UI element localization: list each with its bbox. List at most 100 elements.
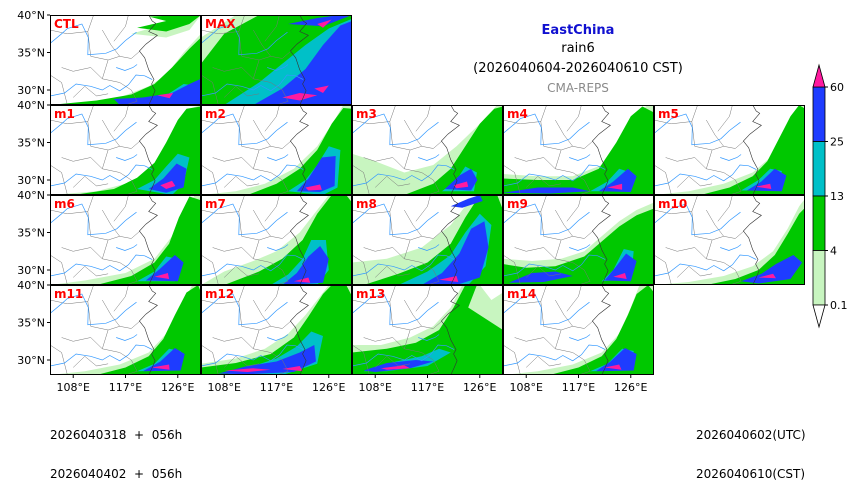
province-border: [352, 105, 396, 125]
map-panel: m1: [50, 105, 201, 195]
river: [352, 164, 455, 187]
province-border: [375, 175, 411, 188]
province-border: [566, 285, 582, 312]
lon-tick-label: 126°E: [614, 381, 647, 394]
river: [201, 164, 304, 187]
province-border: [404, 209, 422, 237]
colorbar-segment: [812, 141, 826, 197]
panel-frame: [201, 285, 352, 375]
province-border: [113, 195, 129, 222]
province-border: [253, 29, 271, 57]
river: [503, 254, 606, 277]
panel-frame: [352, 285, 503, 375]
init-utc-line: 2026040318 + 056h: [50, 429, 182, 442]
province-border: [572, 230, 594, 239]
map-panel: m11: [50, 285, 201, 375]
province-border: [102, 29, 120, 57]
rain-area-magenta: [381, 365, 411, 370]
province-border: [415, 195, 431, 222]
coastline: [139, 15, 158, 105]
province-border: [404, 299, 422, 327]
province-border: [403, 329, 434, 361]
river: [569, 244, 591, 251]
province-border: [554, 239, 585, 271]
province-border: [224, 85, 260, 98]
river: [352, 344, 455, 367]
panel-map-layers: [201, 285, 352, 375]
panel-frame: [654, 195, 805, 285]
lat-tick-label: 40°N: [17, 189, 45, 202]
panel-map-layers: [352, 105, 503, 195]
province-border: [691, 211, 724, 241]
province-border: [61, 337, 103, 349]
coastline: [290, 15, 309, 105]
province-border: [403, 149, 434, 181]
province-border: [503, 254, 521, 285]
river: [720, 154, 742, 161]
panel-label: m6: [54, 197, 75, 211]
lat-tick-label: 35°N: [17, 47, 45, 60]
rain-area-blue: [508, 271, 573, 283]
province-border: [717, 105, 733, 132]
panel-label: m2: [205, 107, 226, 121]
province-border: [705, 149, 736, 181]
province-border: [389, 211, 422, 241]
rain-area-blue: [253, 21, 352, 105]
rain-area-magenta: [317, 19, 332, 28]
river: [352, 113, 439, 146]
rain-area-magenta: [154, 273, 170, 279]
province-border: [50, 344, 68, 375]
province-border: [503, 344, 521, 375]
plus-sign: +: [134, 467, 145, 481]
river: [201, 113, 288, 146]
province-border: [526, 355, 562, 368]
river: [503, 344, 606, 367]
province-border: [677, 265, 713, 278]
panel-label: m1: [54, 107, 75, 121]
province-border: [253, 209, 271, 237]
lon-tick-label: 108°E: [359, 381, 392, 394]
province-border: [87, 301, 120, 331]
province-border: [270, 50, 292, 59]
province-border: [427, 179, 440, 195]
province-border: [554, 329, 585, 361]
province-border: [276, 359, 289, 375]
province-border: [101, 239, 132, 271]
rain-area-green: [404, 106, 503, 195]
init-cst: 2026040402: [50, 467, 127, 481]
river: [50, 254, 153, 277]
province-border: [101, 329, 132, 361]
panel-label: m14: [507, 287, 536, 301]
province-border: [352, 254, 370, 285]
river: [352, 293, 439, 326]
province-border: [363, 157, 405, 169]
river: [116, 154, 138, 161]
province-border: [212, 67, 254, 79]
province-border: [212, 157, 254, 169]
river: [352, 254, 455, 277]
province-border: [264, 195, 280, 222]
panel-frame: [503, 195, 654, 285]
river: [503, 113, 590, 146]
panel-map-layers: [50, 105, 201, 195]
province-border: [514, 337, 556, 349]
map-panel: m3: [352, 105, 503, 195]
panel-map-layers: [201, 15, 352, 105]
lon-tick-label: 117°E: [562, 381, 595, 394]
province-border: [723, 140, 745, 149]
province-border: [50, 164, 68, 195]
latitude-axes: 40°N 35°N 30°N 40°N 35°N 30°N 40°N 35°N 30°N 40°N…: [17, 9, 50, 367]
rain-area-blue: [503, 187, 591, 194]
province-border: [201, 195, 245, 215]
province-border: [503, 285, 547, 305]
panel-label: m8: [356, 197, 377, 211]
province-border: [238, 121, 271, 151]
province-border: [717, 195, 733, 222]
coastline: [290, 105, 309, 195]
province-border: [113, 105, 129, 132]
river: [201, 293, 288, 326]
province-border: [677, 175, 713, 188]
province-border: [50, 254, 68, 285]
province-border: [705, 239, 736, 271]
colorbar-tick-label: 13: [830, 190, 844, 203]
